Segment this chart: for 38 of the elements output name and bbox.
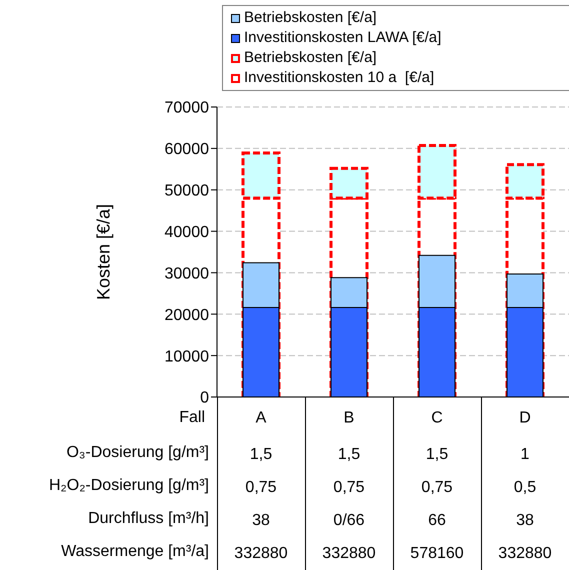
text: 332880 xyxy=(233,545,289,563)
y-tick-label: 10000 xyxy=(164,348,210,366)
y-tick-label: 40000 xyxy=(164,224,210,241)
text: H₂O₂-Dosierung [g/m³] xyxy=(48,477,209,495)
text: 0,75 xyxy=(332,479,366,497)
text: O₃-Dosierung [g/m³] xyxy=(65,444,209,462)
text: 1 xyxy=(520,446,530,464)
text: 0,75 xyxy=(244,479,278,497)
text: 38 xyxy=(515,512,535,530)
y-tick-label: 70000 xyxy=(164,100,210,117)
legend-label: Investitionskosten LAWA [€/a] xyxy=(244,28,442,48)
legend-label: Betriebskosten [€/a] xyxy=(244,8,377,28)
y-tick-label: 60000 xyxy=(164,141,210,158)
text: 332880 xyxy=(497,545,553,563)
text: 38 xyxy=(251,512,271,530)
y-tick-label: 0 xyxy=(200,390,210,407)
legend-label: Investitionskosten 10 a [€/a] xyxy=(244,68,434,88)
text: 0/66 xyxy=(332,512,366,530)
x-tick-label: D xyxy=(519,409,531,426)
text: 1,5 xyxy=(336,446,362,464)
y-tick-label: 50000 xyxy=(164,182,210,200)
text: Wassermenge [m³/a] xyxy=(60,543,209,561)
x-tick-label: C xyxy=(431,409,443,426)
text: 66 xyxy=(427,512,447,530)
text: Durchfluss [m³/h] xyxy=(87,510,209,528)
y-axis-title: Kosten [€/a] xyxy=(93,204,114,300)
text: 1,5 xyxy=(248,446,274,464)
text: 0,75 xyxy=(420,479,454,497)
x-axis-title: Fall xyxy=(178,409,205,427)
legend-label: Betriebskosten [€/a] xyxy=(244,48,377,68)
x-tick-label: A xyxy=(256,409,267,426)
text: 1,5 xyxy=(424,446,450,464)
text: 578160 xyxy=(409,545,465,563)
text: 332880 xyxy=(321,545,377,563)
y-tick-label: 20000 xyxy=(164,306,210,324)
text: 0,5 xyxy=(512,479,538,497)
y-tick-label: 30000 xyxy=(164,265,210,282)
x-tick-label: B xyxy=(344,409,354,426)
